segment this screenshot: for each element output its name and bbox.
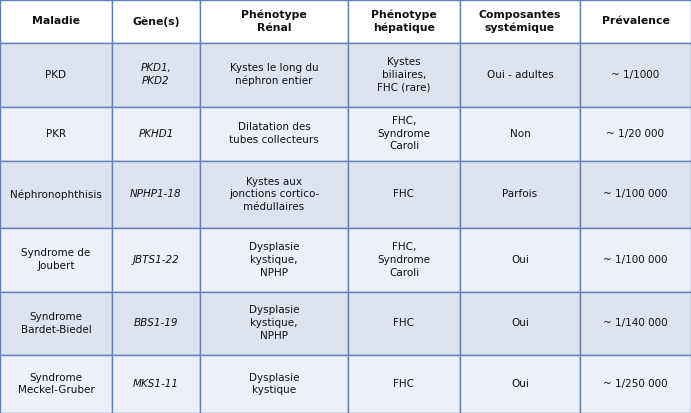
Text: Syndrome
Bardet-Biedel: Syndrome Bardet-Biedel bbox=[21, 312, 91, 335]
Text: Phénotype
Rénal: Phénotype Rénal bbox=[241, 10, 307, 33]
Text: FHC,
Syndrome
Caroli: FHC, Syndrome Caroli bbox=[377, 242, 430, 278]
Bar bbox=[460, 107, 580, 161]
Bar bbox=[0, 107, 112, 161]
Text: Kystes aux
jonctions cortico-
médullaires: Kystes aux jonctions cortico- médullaire… bbox=[229, 176, 319, 212]
Text: ~ 1/20 000: ~ 1/20 000 bbox=[607, 128, 665, 139]
Bar bbox=[112, 228, 200, 292]
Bar bbox=[348, 228, 460, 292]
Bar bbox=[200, 355, 348, 413]
Text: PKHD1: PKHD1 bbox=[138, 128, 173, 139]
Text: JBTS1-22: JBTS1-22 bbox=[133, 255, 180, 265]
Bar bbox=[112, 292, 200, 355]
Text: Composantes
systémique: Composantes systémique bbox=[479, 10, 561, 33]
Text: BBS1-19: BBS1-19 bbox=[134, 318, 178, 328]
Text: Kystes le long du
néphron entier: Kystes le long du néphron entier bbox=[229, 63, 319, 86]
Text: PKD1,
PKD2: PKD1, PKD2 bbox=[140, 63, 171, 86]
Bar bbox=[460, 292, 580, 355]
Bar bbox=[112, 0, 200, 43]
Text: Oui: Oui bbox=[511, 255, 529, 265]
Bar bbox=[0, 292, 112, 355]
Bar bbox=[348, 292, 460, 355]
Bar bbox=[0, 355, 112, 413]
Bar bbox=[112, 161, 200, 228]
Bar bbox=[200, 161, 348, 228]
Text: Dysplasie
kystique: Dysplasie kystique bbox=[249, 373, 299, 395]
Bar bbox=[348, 161, 460, 228]
Bar bbox=[460, 228, 580, 292]
Text: NPHP1-18: NPHP1-18 bbox=[130, 189, 182, 199]
Bar bbox=[460, 43, 580, 107]
Text: Non: Non bbox=[510, 128, 531, 139]
Text: Dysplasie
kystique,
NPHP: Dysplasie kystique, NPHP bbox=[249, 242, 299, 278]
Text: FHC: FHC bbox=[393, 379, 415, 389]
Text: Syndrome
Meckel-Gruber: Syndrome Meckel-Gruber bbox=[18, 373, 95, 395]
Text: Oui: Oui bbox=[511, 379, 529, 389]
Text: FHC,
Syndrome
Caroli: FHC, Syndrome Caroli bbox=[377, 116, 430, 152]
Bar bbox=[200, 292, 348, 355]
Bar bbox=[348, 355, 460, 413]
Text: PKD: PKD bbox=[46, 70, 66, 80]
Bar bbox=[460, 355, 580, 413]
Bar bbox=[200, 0, 348, 43]
Bar bbox=[580, 292, 691, 355]
Bar bbox=[0, 228, 112, 292]
Text: ~ 1/100 000: ~ 1/100 000 bbox=[603, 255, 668, 265]
Bar bbox=[580, 228, 691, 292]
Bar bbox=[580, 355, 691, 413]
Text: MKS1-11: MKS1-11 bbox=[133, 379, 179, 389]
Bar bbox=[348, 0, 460, 43]
Bar bbox=[0, 43, 112, 107]
Text: Néphronophthisis: Néphronophthisis bbox=[10, 189, 102, 199]
Text: FHC: FHC bbox=[393, 318, 415, 328]
Bar bbox=[200, 107, 348, 161]
Text: Oui - adultes: Oui - adultes bbox=[486, 70, 553, 80]
Bar bbox=[200, 43, 348, 107]
Text: Dysplasie
kystique,
NPHP: Dysplasie kystique, NPHP bbox=[249, 306, 299, 341]
Bar bbox=[460, 0, 580, 43]
Text: FHC: FHC bbox=[393, 189, 415, 199]
Text: Prévalence: Prévalence bbox=[602, 17, 670, 26]
Text: Gène(s): Gène(s) bbox=[132, 16, 180, 27]
Text: ~ 1/100 000: ~ 1/100 000 bbox=[603, 189, 668, 199]
Text: Phénotype
hépatique: Phénotype hépatique bbox=[371, 9, 437, 33]
Bar bbox=[112, 43, 200, 107]
Text: Maladie: Maladie bbox=[32, 17, 80, 26]
Bar bbox=[348, 107, 460, 161]
Bar bbox=[200, 228, 348, 292]
Bar bbox=[580, 0, 691, 43]
Text: Dilatation des
tubes collecteurs: Dilatation des tubes collecteurs bbox=[229, 122, 319, 145]
Text: ~ 1/1000: ~ 1/1000 bbox=[612, 70, 660, 80]
Text: ~ 1/250 000: ~ 1/250 000 bbox=[603, 379, 668, 389]
Bar bbox=[460, 161, 580, 228]
Text: Oui: Oui bbox=[511, 318, 529, 328]
Bar bbox=[580, 43, 691, 107]
Bar bbox=[112, 355, 200, 413]
Bar bbox=[112, 107, 200, 161]
Text: Parfois: Parfois bbox=[502, 189, 538, 199]
Bar bbox=[0, 0, 112, 43]
Bar bbox=[0, 161, 112, 228]
Text: Kystes
biliaires,
FHC (rare): Kystes biliaires, FHC (rare) bbox=[377, 57, 430, 93]
Bar bbox=[580, 161, 691, 228]
Text: Syndrome de
Joubert: Syndrome de Joubert bbox=[21, 248, 91, 271]
Bar bbox=[348, 43, 460, 107]
Bar bbox=[580, 107, 691, 161]
Text: PKR: PKR bbox=[46, 128, 66, 139]
Text: ~ 1/140 000: ~ 1/140 000 bbox=[603, 318, 668, 328]
